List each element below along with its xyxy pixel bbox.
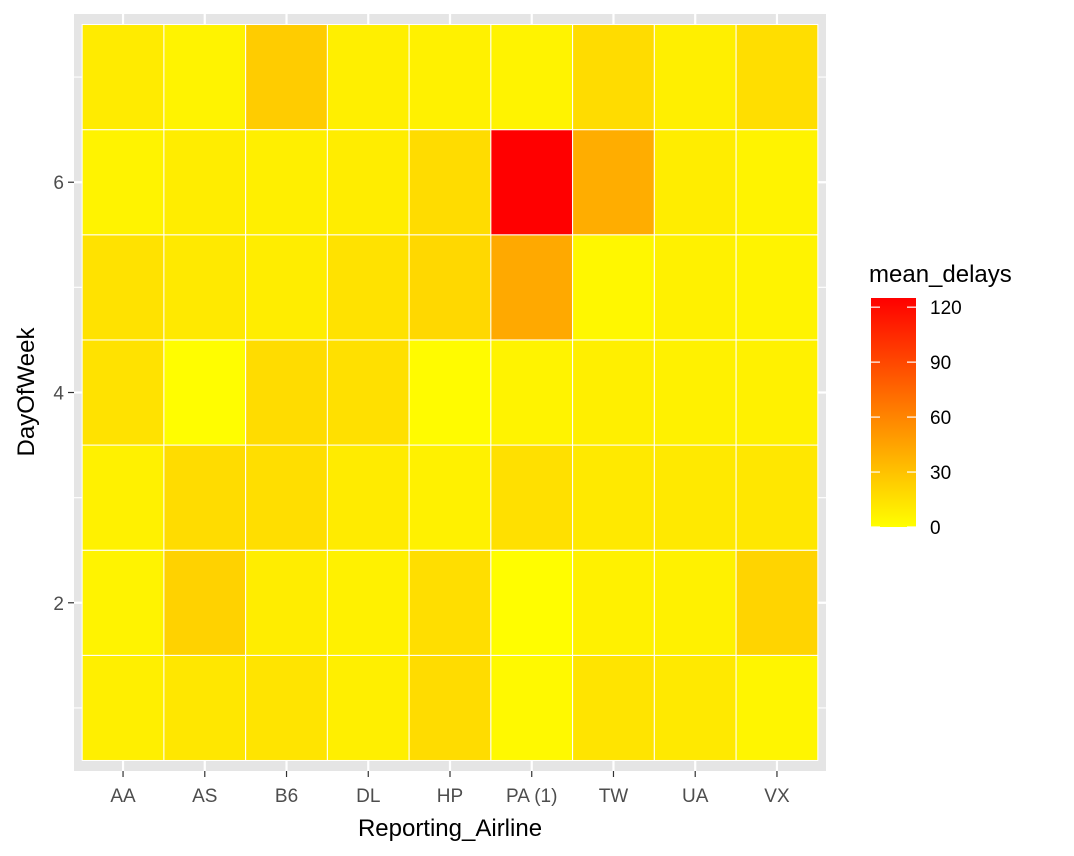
legend-label: 30 bbox=[930, 463, 951, 484]
heatmap-tile: HP, 3: 7 bbox=[408, 444, 492, 551]
heatmap-tile: B6, 1: 13 bbox=[245, 654, 328, 761]
y-tick-label: 4 bbox=[53, 384, 64, 405]
heatmap-tile: UA, 6: 9 bbox=[653, 129, 737, 236]
heatmap-tile: PA (1), 7: 6 bbox=[490, 24, 574, 131]
heatmap-tile: HP, 1: 17 bbox=[408, 654, 492, 761]
y-tick-label: 6 bbox=[53, 173, 64, 194]
heatmap-tile: HP, 4: 2 bbox=[408, 339, 492, 446]
heatmap-tile: AS, 3: 17 bbox=[163, 444, 247, 551]
heatmap-tile: DL, 5: 14 bbox=[326, 234, 410, 341]
heatmap-tile: HP, 2: 16 bbox=[408, 549, 492, 656]
heatmap-tile: TW, 1: 13 bbox=[572, 654, 655, 761]
heatmap-tile: PA (1), 6: 125 bbox=[490, 129, 574, 236]
x-tick-label: PA (1) bbox=[506, 786, 557, 807]
heatmap-tile: VX, 2: 21 bbox=[735, 549, 819, 656]
heatmap-tile: PA (1), 5: 42 bbox=[490, 234, 574, 341]
heatmap-tile: TW, 2: 7 bbox=[572, 549, 655, 656]
heatmap-tile: UA, 5: 7 bbox=[653, 234, 737, 341]
heatmap-tile: AA, 6: 6 bbox=[81, 129, 165, 236]
x-tick-label: B6 bbox=[275, 786, 298, 807]
heatmap-tile: TW, 5: 4 bbox=[572, 234, 655, 341]
heatmap-tile: AS, 1: 12 bbox=[163, 654, 247, 761]
heatmap-tile: DL, 7: 8 bbox=[326, 24, 410, 131]
heatmap-tile: TW, 4: 8 bbox=[572, 339, 655, 446]
heatmap-tiles: AA, 1: 8AS, 1: 12B6, 1: 13DL, 1: 8HP, 1:… bbox=[81, 24, 819, 761]
heatmap-tile: VX, 5: 6 bbox=[735, 234, 819, 341]
legend-label: 90 bbox=[930, 353, 951, 374]
heatmap-tile: AS, 2: 22 bbox=[163, 549, 247, 656]
heatmap-tile: B6, 7: 25 bbox=[245, 24, 328, 131]
y-axis: 2 4 6 bbox=[53, 173, 74, 615]
heatmap-tile: HP, 7: 7 bbox=[408, 24, 492, 131]
heatmap-tile: UA, 4: 7 bbox=[653, 339, 737, 446]
heatmap-tile: HP, 5: 19 bbox=[408, 234, 492, 341]
heatmap-tile: DL, 1: 8 bbox=[326, 654, 410, 761]
heatmap-tile: B6, 2: 9 bbox=[245, 549, 328, 656]
heatmap-tile: UA, 1: 11 bbox=[653, 654, 737, 761]
heatmap-tile: AA, 4: 14 bbox=[81, 339, 165, 446]
heatmap-tile: VX, 6: 6 bbox=[735, 129, 819, 236]
legend-colorbar bbox=[871, 298, 916, 527]
heatmap-tile: AA, 2: 6 bbox=[81, 549, 165, 656]
heatmap-tile: AS, 6: 9 bbox=[163, 129, 247, 236]
color-legend: mean_delays 0 30 60 90 120 bbox=[869, 261, 1012, 539]
y-axis-title: DayOfWeek bbox=[13, 327, 40, 457]
heatmap-tile: AS, 5: 11 bbox=[163, 234, 247, 341]
x-tick-label: DL bbox=[356, 786, 380, 807]
heatmap-tile: DL, 4: 15 bbox=[326, 339, 410, 446]
heatmap-tile: VX, 4: 7 bbox=[735, 339, 819, 446]
legend-label: 120 bbox=[930, 298, 962, 319]
heatmap-tile: PA (1), 4: 6 bbox=[490, 339, 574, 446]
heatmap-tile: PA (1), 1: 3 bbox=[490, 654, 574, 761]
heatmap-tile: AS, 4: 1 bbox=[163, 339, 247, 446]
heatmap-tile: AS, 7: 6 bbox=[163, 24, 247, 131]
heatmap-tile: AA, 3: 7 bbox=[81, 444, 165, 551]
x-axis-title: Reporting_Airline bbox=[358, 815, 542, 842]
heatmap-tile: TW, 7: 17 bbox=[572, 24, 655, 131]
heatmap-tile: UA, 2: 7 bbox=[653, 549, 737, 656]
heatmap-tile: VX, 3: 12 bbox=[735, 444, 819, 551]
legend-label: 0 bbox=[930, 518, 941, 539]
heatmap-tile: B6, 4: 17 bbox=[245, 339, 328, 446]
heatmap-tile: DL, 3: 10 bbox=[326, 444, 410, 551]
heatmap-tile: AA, 5: 14 bbox=[81, 234, 165, 341]
x-tick-label: VX bbox=[764, 786, 790, 807]
heatmap-tile: B6, 5: 9 bbox=[245, 234, 328, 341]
heatmap-tile: UA, 7: 8 bbox=[653, 24, 737, 131]
x-tick-label: AS bbox=[192, 786, 217, 807]
heatmap-tile: AA, 1: 8 bbox=[81, 654, 165, 761]
heatmap-tile: B6, 6: 8 bbox=[245, 129, 328, 236]
legend-title: mean_delays bbox=[869, 261, 1012, 288]
heatmap-tile: VX, 7: 16 bbox=[735, 24, 819, 131]
heatmap-tile: PA (1), 3: 15 bbox=[490, 444, 574, 551]
heatmap-tile: UA, 3: 11 bbox=[653, 444, 737, 551]
x-tick-label: UA bbox=[682, 786, 709, 807]
x-tick-label: HP bbox=[437, 786, 463, 807]
heatmap-tile: TW, 6: 40 bbox=[572, 129, 655, 236]
heatmap-tile: B6, 3: 16 bbox=[245, 444, 328, 551]
x-axis: AA AS B6 DL HP PA (1) TW UA VX bbox=[110, 771, 790, 807]
legend-label: 60 bbox=[930, 408, 951, 429]
x-tick-label: TW bbox=[599, 786, 629, 807]
y-tick-label: 2 bbox=[53, 594, 64, 615]
heatmap-tile: VX, 1: 5 bbox=[735, 654, 819, 761]
x-tick-label: AA bbox=[110, 786, 136, 807]
heatmap-tile: TW, 3: 11 bbox=[572, 444, 655, 551]
heatmap-tile: PA (1), 2: 1 bbox=[490, 549, 574, 656]
heatmap-tile: DL, 6: 9 bbox=[326, 129, 410, 236]
heatmap-tile: DL, 2: 7 bbox=[326, 549, 410, 656]
heatmap-tile: HP, 6: 17 bbox=[408, 129, 492, 236]
heatmap-tile: AA, 7: 10 bbox=[81, 24, 165, 131]
